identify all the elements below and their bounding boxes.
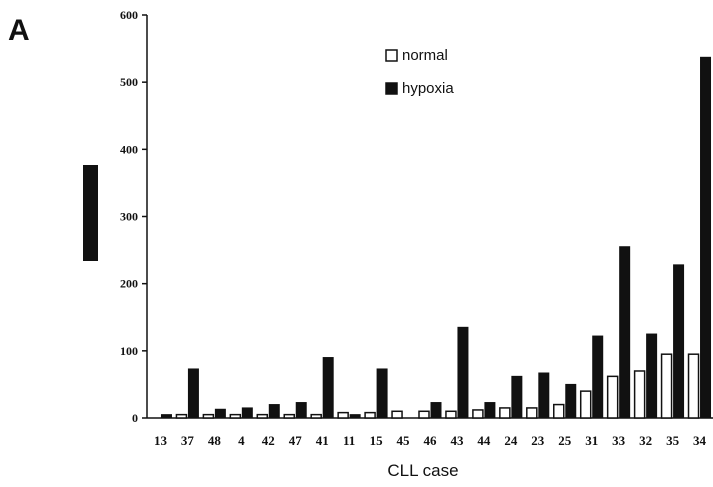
bar-hypoxia <box>187 368 199 419</box>
bar-hypoxia <box>538 372 550 419</box>
x-tick-label: 45 <box>397 433 411 448</box>
bar-hypoxia <box>592 335 604 419</box>
y-tick-label: 0 <box>132 411 138 425</box>
bar-normal <box>499 407 511 419</box>
x-tick-label: 34 <box>693 433 707 448</box>
redacted-y-axis-label-block <box>83 165 98 261</box>
x-tick-label: 42 <box>262 433 275 448</box>
bar-normal <box>229 413 242 419</box>
bar-normal <box>337 411 349 419</box>
x-tick-label: 48 <box>208 433 222 448</box>
bar-hypoxia <box>241 407 253 419</box>
x-tick-label: 25 <box>558 433 572 448</box>
bar-hypoxia <box>214 408 226 419</box>
bar-hypoxia <box>673 264 685 419</box>
bar-normal <box>391 410 403 419</box>
y-tick-label: 500 <box>120 75 138 89</box>
x-tick-label: 11 <box>343 433 355 448</box>
bar-normal <box>633 370 646 419</box>
bar-hypoxia <box>160 414 172 419</box>
legend-label-hypoxia: hypoxia <box>402 80 454 97</box>
x-tick-label: 32 <box>639 433 652 448</box>
bar-normal <box>364 411 376 419</box>
x-axis-label: CLL case <box>387 461 458 480</box>
x-tick-label: 35 <box>666 433 680 448</box>
bar-normal <box>660 353 673 419</box>
bar-normal <box>445 410 457 419</box>
x-tick-label: 23 <box>531 433 545 448</box>
x-tick-label: 15 <box>370 433 384 448</box>
bar-hypoxia <box>619 246 631 419</box>
bar-hypoxia <box>295 402 307 419</box>
x-tick-label: 24 <box>504 433 518 448</box>
x-tick-label: 31 <box>585 433 598 448</box>
y-axis: 0 100 200 300 400 500 600 <box>120 8 148 425</box>
legend-label-normal: normal <box>402 47 448 64</box>
bar-normal <box>472 409 484 419</box>
bar-hypoxia <box>484 402 496 419</box>
x-tick-label: 37 <box>181 433 195 448</box>
y-tick-label: 600 <box>120 8 138 22</box>
bar-hypoxia <box>700 56 712 419</box>
bar-normal <box>418 410 430 419</box>
bar-hypoxia <box>457 326 469 419</box>
bar-normal <box>553 403 565 419</box>
bar-hypoxia <box>376 368 388 419</box>
bar-hypoxia <box>511 375 523 419</box>
bar-normal <box>310 413 322 419</box>
legend-swatch-hypoxia <box>385 82 398 95</box>
bar-normal <box>606 375 619 419</box>
bar-normal <box>202 413 215 419</box>
x-tick-label: 4 <box>238 433 245 448</box>
bar-hypoxia <box>268 404 280 419</box>
x-tick-label: 46 <box>424 433 438 448</box>
x-tick-label: 47 <box>289 433 303 448</box>
y-tick-label: 300 <box>120 210 138 224</box>
x-tick-label: 13 <box>154 433 168 448</box>
y-tick-label: 200 <box>120 277 138 291</box>
x-tick-label: 43 <box>450 433 464 448</box>
bar-hypoxia <box>565 383 577 419</box>
legend-swatch-normal <box>385 49 398 62</box>
bar-normal <box>526 407 538 419</box>
legend: normal hypoxia <box>385 47 454 97</box>
x-tick-label: 41 <box>316 433 329 448</box>
x-tick-label: 33 <box>612 433 626 448</box>
bar-normal <box>256 413 269 419</box>
bar-normal <box>175 413 188 419</box>
y-tick-label: 400 <box>120 142 138 156</box>
bar-hypoxia <box>430 402 442 419</box>
bar-hypoxia <box>646 333 658 419</box>
bar-normal <box>283 413 295 419</box>
bar-hypoxia <box>349 414 361 419</box>
bars-group <box>160 56 712 419</box>
bar-normal <box>579 390 592 419</box>
bar-hypoxia <box>322 357 334 419</box>
panel-label: A <box>8 14 30 47</box>
x-tick-label: 44 <box>477 433 491 448</box>
bar-normal <box>687 353 700 419</box>
y-tick-label: 100 <box>120 344 138 358</box>
x-axis: 13 37 48 4 42 47 41 11 15 45 46 43 44 24 23 25 31 33 32 35 3… <box>147 417 713 448</box>
